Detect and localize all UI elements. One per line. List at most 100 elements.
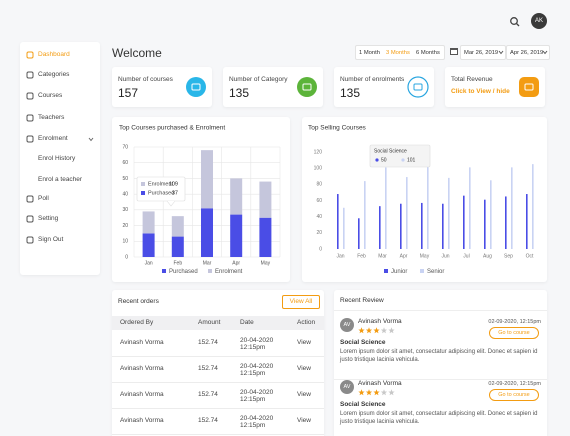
y-tick-label: 120 (314, 149, 323, 155)
sidebar-item[interactable]: Setting (20, 213, 100, 225)
chevron (542, 50, 548, 55)
sidebar-item[interactable]: Sign Out (20, 234, 100, 246)
y-tick-label: 40 (122, 191, 128, 197)
star (358, 327, 365, 334)
bar (358, 218, 360, 249)
table-cell: 20-04-2020 12:15pm (240, 415, 274, 429)
tooltip-value: 37 (172, 190, 178, 196)
bar (364, 181, 366, 249)
sidebar-item[interactable]: Categories (20, 69, 100, 81)
search-icon[interactable] (508, 15, 522, 29)
go-to-course-button[interactable]: Go to course (489, 389, 539, 401)
stat-label: Number of courses (118, 76, 173, 83)
sidebar-label: Setting (38, 215, 59, 222)
review-avatar: AV (340, 380, 354, 394)
recent-orders: Recent orders View All Ordered By Amount Dat… (112, 290, 324, 436)
table-cell: Avinash Vorma (120, 391, 164, 398)
y-tick-label: 40 (316, 214, 322, 220)
tooltip-name: Purchased (148, 190, 174, 196)
bar-segment (201, 150, 213, 209)
stat-label: Total Revenue (451, 76, 493, 83)
range-tab[interactable]: 3 Months (386, 50, 410, 56)
tooltip-name: Enrolment (148, 181, 174, 187)
tooltip-dot (375, 158, 379, 162)
bar-segment (142, 233, 155, 257)
sidebar-icon (26, 215, 34, 223)
sidebar-item[interactable]: Poll (20, 193, 100, 205)
sidebar-label: Poll (38, 195, 49, 202)
table-cell: Avinash Vorma (120, 365, 164, 372)
x-tick-label: Apr (232, 260, 240, 266)
review-avatar: AV (340, 318, 354, 332)
bar-segment (142, 211, 155, 234)
column-header: Action (297, 319, 316, 326)
sidebar-item[interactable]: Teachers (20, 112, 100, 124)
y-tick-label: 50 (122, 176, 128, 182)
table-cell[interactable]: View (297, 391, 311, 398)
stat-card: Number of enrolments 135 (334, 67, 434, 107)
sidebar-label: Enrolment (38, 135, 68, 142)
table-cell[interactable]: View (297, 365, 311, 372)
star (365, 327, 373, 334)
icon-bg (297, 77, 317, 97)
table-cell: 20-04-2020 12:15pm (240, 363, 274, 377)
date-from-picker[interactable]: Mar 26, 2019 (460, 45, 506, 60)
sidebar-icon (26, 114, 34, 122)
table-cell: 152.74 (198, 339, 218, 346)
sidebar-icon (26, 135, 34, 143)
star (380, 389, 388, 396)
view-all-button[interactable]: View All (282, 295, 320, 309)
icon-glyph (302, 83, 312, 91)
avatar[interactable]: AK (531, 13, 547, 29)
icon-shape (26, 92, 34, 100)
bar-segment (171, 236, 184, 257)
y-tick-label: 20 (316, 230, 322, 236)
table-cell[interactable]: View (297, 417, 311, 424)
stat-icon (407, 76, 429, 98)
star (373, 327, 380, 334)
recent-reviews: Recent Review AV Avinash Vorma 02-09-2020, … (334, 290, 547, 436)
tooltip-pointer (166, 200, 176, 207)
x-tick-label: Jan (145, 260, 153, 266)
y-tick-label: 80 (316, 182, 322, 188)
bar (484, 199, 486, 249)
bar-segment (171, 216, 184, 237)
sidebar-item[interactable]: Enrol a teacher (20, 174, 100, 186)
sidebar-label: Courses (38, 92, 63, 99)
column-header: Amount (198, 319, 221, 326)
sidebar-item[interactable]: Courses (20, 90, 100, 102)
go-to-course-button[interactable]: Go to course (489, 327, 539, 339)
rating (358, 389, 395, 396)
table-header: Ordered By Amount Date Action (112, 316, 324, 330)
chevron-path (88, 137, 94, 142)
review-date: 02-09-2020, 12:15pm (488, 319, 541, 325)
bar-segment (259, 181, 272, 218)
table-cell: 152.74 (198, 417, 218, 424)
date-to-picker[interactable]: Apr 26, 2019 (506, 45, 550, 60)
x-tick-label: Mar (378, 253, 387, 259)
bar (379, 206, 381, 249)
sidebar-item[interactable]: Enrol History (20, 153, 100, 165)
y-tick-label: 100 (314, 165, 323, 171)
review-course: Social Science (340, 401, 386, 408)
range-tab[interactable]: 6 Months (416, 50, 440, 56)
table-cell[interactable]: View (297, 339, 311, 346)
table-row: Avinash Vorma 152.74 20-04-2020 12:15pm Vie… (112, 382, 324, 409)
icon-shape (26, 215, 34, 223)
table-row: Avinash Vorma 152.74 20-04-2020 12:15pm Vie… (112, 330, 324, 357)
table-cell: Avinash Vorma (120, 339, 164, 346)
x-tick-label: May (420, 253, 430, 259)
sidebar-item[interactable]: Enrolment (20, 133, 100, 145)
tooltip-value: 101 (407, 157, 416, 163)
sidebar-label: Teachers (38, 114, 65, 121)
courses-chart: Top Courses purchased & Enrolment 0 10 20 30… (119, 125, 281, 275)
sidebar-item[interactable]: Dashboard (20, 49, 100, 61)
stat-label: Number of Category (229, 76, 288, 83)
range-tab[interactable]: 1 Month (359, 50, 380, 56)
bar-segment (230, 178, 243, 215)
date-from: Mar 26, 2019 (464, 50, 499, 56)
stat-icon (186, 77, 206, 97)
card-title: Recent orders (118, 298, 159, 305)
icon-glyph (413, 83, 423, 91)
stat-link[interactable]: Click to View / hide (451, 88, 510, 95)
